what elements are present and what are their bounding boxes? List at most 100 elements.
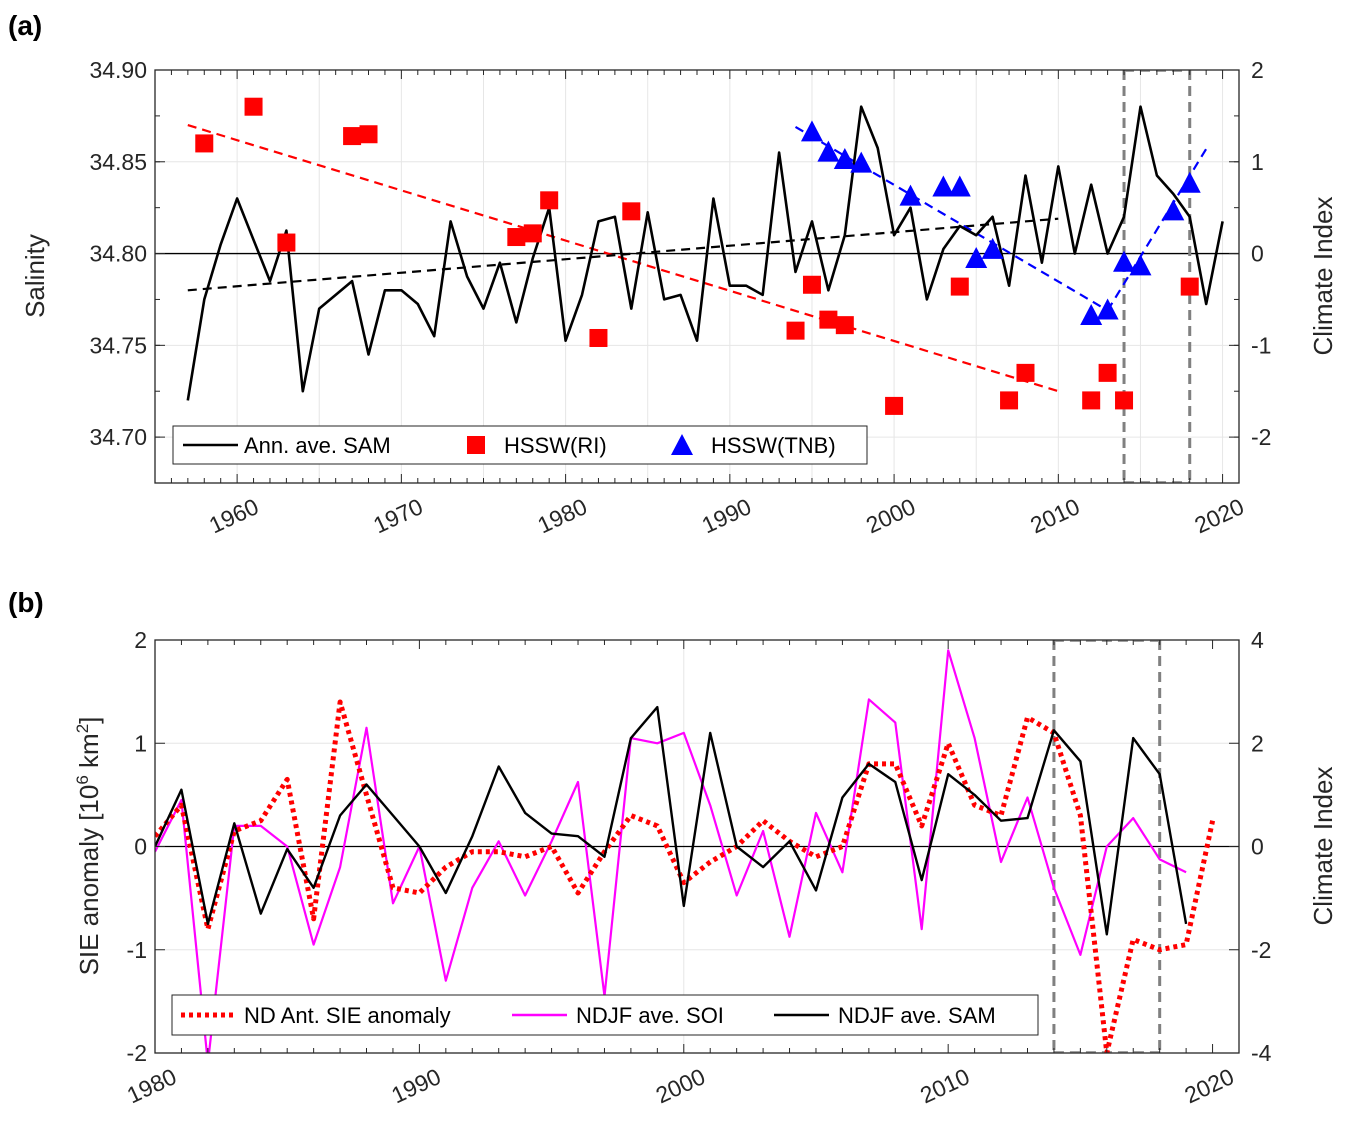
x-tick-label: 2020 bbox=[1191, 493, 1248, 538]
x-tick-label: 2020 bbox=[1180, 1063, 1237, 1108]
y-tick-label: 34.90 bbox=[89, 57, 147, 83]
hssw-ri-marker bbox=[1016, 363, 1035, 382]
legend-b-box bbox=[171, 994, 1039, 1036]
hssw-ri-marker bbox=[589, 328, 608, 347]
y2-tick-label: -2 bbox=[1251, 424, 1271, 450]
hssw-ri-marker bbox=[622, 202, 641, 221]
legend-a-ri-swatch bbox=[467, 436, 485, 454]
y-tick-label: 34.85 bbox=[89, 149, 147, 175]
hssw-tnb-marker bbox=[1113, 250, 1136, 272]
sam-annual-line bbox=[186, 105, 1224, 401]
hssw-tnb-marker bbox=[1096, 298, 1119, 320]
x-tick-label: 1980 bbox=[123, 1063, 180, 1108]
y-axis-label-b-end: ] bbox=[74, 717, 104, 724]
hssw-tnb-marker bbox=[850, 151, 873, 173]
hssw-tnb-marker bbox=[899, 184, 922, 206]
hssw-ri-marker bbox=[343, 127, 362, 146]
y2-axis-label-a: Climate Index bbox=[1308, 197, 1338, 356]
legend-a-tnb-swatch bbox=[671, 434, 693, 455]
hssw-tnb-marker bbox=[981, 237, 1004, 259]
y-tick-label: -1 bbox=[127, 937, 147, 963]
hssw-tnb-marker bbox=[800, 120, 823, 142]
series-clip bbox=[186, 97, 1224, 415]
hssw-ri-marker bbox=[523, 224, 542, 243]
hssw-ri-marker bbox=[1115, 391, 1134, 410]
panel-b: (b) 1980 1990 2000 2010 2020 -2 -1 0 1 2 -4 -2 0 2 4 S… bbox=[8, 587, 1338, 1108]
hssw-ri-marker bbox=[540, 191, 559, 210]
y-tick-label: 1 bbox=[134, 730, 147, 756]
legend-b-sie-label: ND Ant. SIE anomaly bbox=[244, 1003, 451, 1028]
legend-a-ri-label: HSSW(RI) bbox=[504, 433, 607, 458]
y-axis-label-b-sup2: 2 bbox=[73, 724, 92, 733]
hssw-ri-marker bbox=[1180, 277, 1199, 296]
hssw-tnb-marker bbox=[965, 247, 988, 269]
x-tick-label: 1960 bbox=[205, 493, 262, 538]
y-tick-label: 2 bbox=[134, 627, 147, 653]
legend-a-tnb-label: HSSW(TNB) bbox=[711, 433, 836, 458]
hssw-ri-marker bbox=[950, 277, 969, 296]
sie-line bbox=[155, 699, 1216, 1053]
y-tick-label: -2 bbox=[127, 1040, 147, 1066]
series-clip bbox=[155, 649, 1216, 1053]
x-tick-label: 1990 bbox=[387, 1063, 444, 1108]
hssw-ri-marker bbox=[885, 396, 904, 415]
series-a bbox=[186, 97, 1224, 415]
x-tick-label: 1970 bbox=[369, 493, 426, 538]
hssw-ri-marker bbox=[835, 316, 854, 335]
x-tick-label: 2000 bbox=[862, 493, 919, 538]
y-tick-label: 0 bbox=[134, 834, 147, 860]
y2-axis-label-b: Climate Index bbox=[1308, 767, 1338, 926]
hssw-ri-marker bbox=[359, 125, 378, 144]
panel-a: (a) 1960 1970 1980 1990 2000 2010 2020 34.70 34.… bbox=[8, 10, 1338, 538]
hssw-tnb-marker bbox=[817, 140, 840, 162]
legend-a: Ann. ave. SAM HSSW(RI) HSSW(TNB) bbox=[172, 425, 868, 465]
y-axis-label-a: Salinity bbox=[20, 234, 50, 318]
hssw-ri-marker bbox=[244, 97, 263, 116]
y2-tick-label: 0 bbox=[1251, 241, 1264, 267]
hssw-tnb-marker bbox=[932, 175, 955, 197]
x-tick-label: 2000 bbox=[652, 1063, 709, 1108]
sam-trend-line bbox=[187, 217, 1059, 292]
y2-tick-label: 2 bbox=[1251, 730, 1264, 756]
hssw-tnb-marker bbox=[1178, 171, 1201, 193]
y-tick-label: 34.70 bbox=[89, 424, 147, 450]
series-b bbox=[155, 649, 1216, 1053]
y2-tick-label: 2 bbox=[1251, 57, 1264, 83]
hssw-tnb-marker bbox=[833, 147, 856, 169]
plot-area-a bbox=[155, 70, 1239, 483]
y-axis-label-b-sup1: 6 bbox=[73, 775, 92, 784]
hssw-ri-marker bbox=[1098, 363, 1117, 382]
hssw-tnb-marker bbox=[1129, 254, 1152, 276]
hssw-tnb-marker bbox=[1162, 199, 1185, 221]
hssw-ri-marker bbox=[819, 310, 838, 329]
y2-tick-label: 0 bbox=[1251, 834, 1264, 860]
panel-a-label: (a) bbox=[8, 10, 42, 41]
x-tick-label: 1990 bbox=[698, 493, 755, 538]
y-axis-label-b-mid: km bbox=[74, 733, 104, 775]
hssw-ri-marker bbox=[195, 134, 214, 153]
hssw-ri-marker bbox=[277, 233, 296, 252]
legend-a-sam-label: Ann. ave. SAM bbox=[244, 433, 391, 458]
hssw-ri-marker bbox=[802, 275, 821, 294]
y2-tick-label: -2 bbox=[1251, 937, 1271, 963]
legend-b-sam-label: NDJF ave. SAM bbox=[838, 1003, 996, 1028]
x-tick-label: 2010 bbox=[916, 1063, 973, 1108]
soi-line bbox=[155, 649, 1187, 1053]
legend-b: ND Ant. SIE anomaly NDJF ave. SOI NDJF a… bbox=[171, 994, 1039, 1036]
sam-ndjf-line bbox=[155, 705, 1188, 936]
hssw-ri-marker bbox=[1082, 391, 1101, 410]
y-tick-label: 34.75 bbox=[89, 332, 147, 358]
legend-a-box bbox=[172, 425, 868, 465]
legend-b-soi-label: NDJF ave. SOI bbox=[576, 1003, 724, 1028]
hssw-tnb-marker bbox=[1080, 303, 1103, 325]
hssw-ri-marker bbox=[1000, 391, 1019, 410]
y2-tick-label: 4 bbox=[1251, 627, 1264, 653]
y-axis-label-b-main: SIE anomaly [10 bbox=[74, 785, 104, 976]
y-tick-label: 34.80 bbox=[89, 241, 147, 267]
y2-tick-label: 1 bbox=[1251, 149, 1264, 175]
panel-b-label: (b) bbox=[8, 587, 44, 618]
x-tick-label: 1980 bbox=[534, 493, 591, 538]
y2-tick-label: -4 bbox=[1251, 1040, 1272, 1066]
hssw-ri-marker bbox=[786, 321, 805, 340]
